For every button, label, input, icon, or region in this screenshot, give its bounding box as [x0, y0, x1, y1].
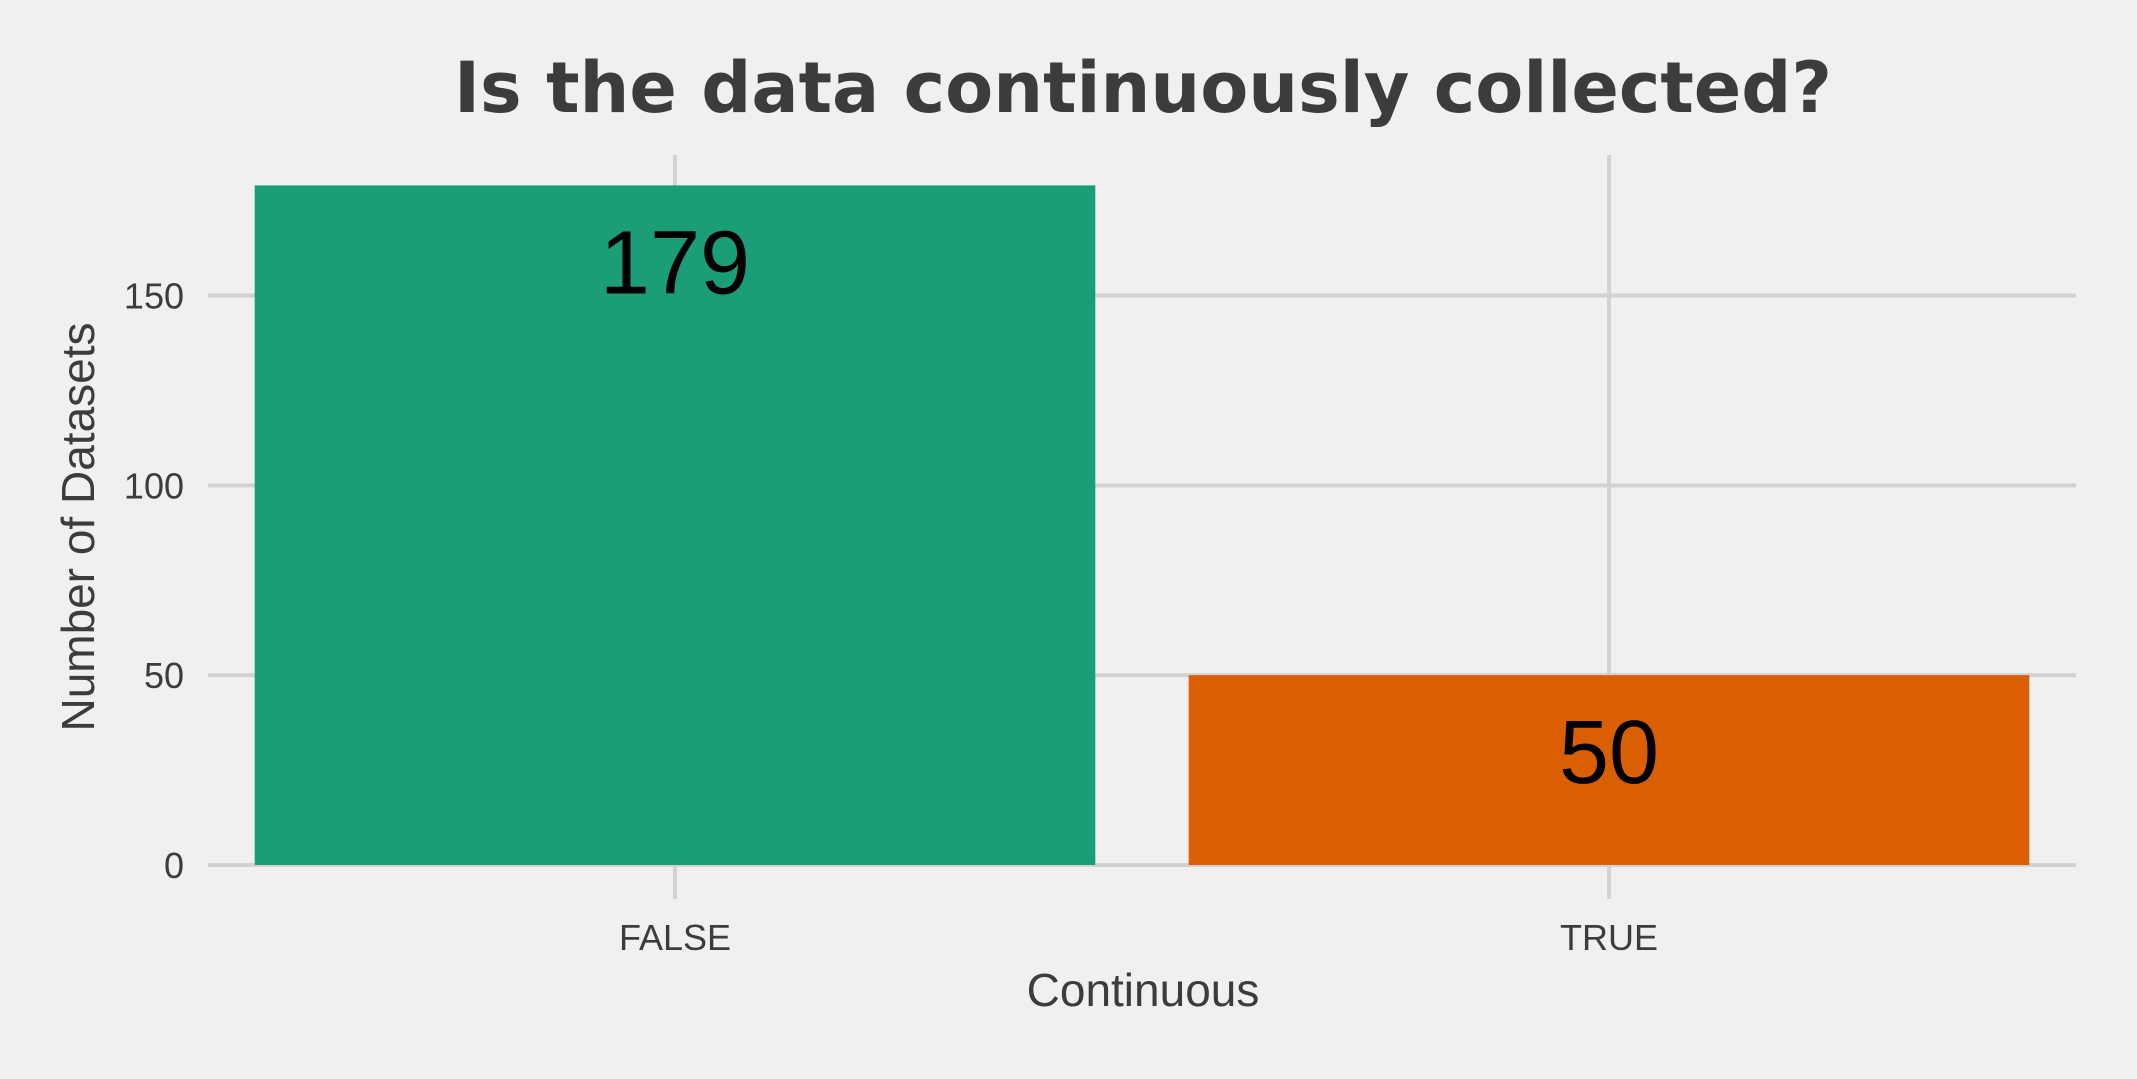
bar: [254, 185, 1096, 865]
y-tick-labels: 0 50 100 150: [124, 275, 184, 886]
data-label: 50: [1559, 703, 1659, 803]
bars: [254, 185, 2030, 865]
x-tick-label: TRUE: [1560, 917, 1658, 958]
y-tick-label: 100: [124, 465, 184, 506]
x-axis-title: Continuous: [1027, 964, 1260, 1016]
x-tick-label: FALSE: [619, 917, 731, 958]
data-labels: 179 50: [600, 213, 1659, 803]
bar: [1188, 675, 2030, 865]
y-tick-label: 50: [144, 655, 184, 696]
x-tick-labels: FALSE TRUE: [619, 917, 1658, 958]
y-tick-label: 150: [124, 275, 184, 316]
data-label: 179: [600, 213, 750, 313]
chart-title: Is the data continuously collected?: [454, 47, 1832, 129]
y-axis-title: Number of Datasets: [52, 322, 104, 731]
y-tick-label: 0: [164, 845, 184, 886]
